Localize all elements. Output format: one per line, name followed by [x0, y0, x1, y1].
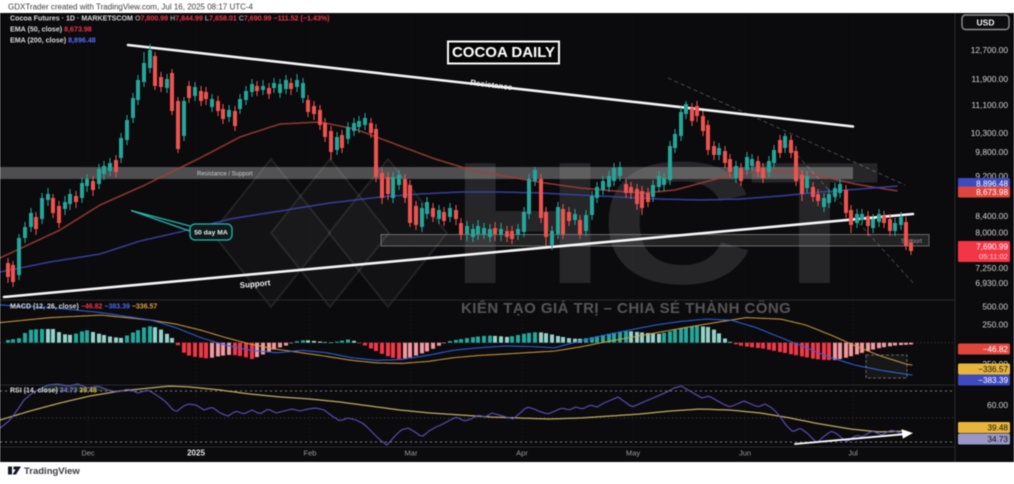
svg-text:May: May — [626, 449, 640, 458]
svg-text:9,200.00: 9,200.00 — [975, 171, 1008, 181]
svg-text:Support: Support — [239, 278, 271, 290]
svg-text:Apr: Apr — [516, 449, 528, 458]
svg-text:7,250.00: 7,250.00 — [975, 263, 1008, 273]
svg-text:34.73: 34.73 — [988, 435, 1009, 444]
svg-text:9,800.00: 9,800.00 — [975, 147, 1008, 157]
svg-text:8,896.48: 8,896.48 — [976, 180, 1008, 189]
svg-text:11,100.00: 11,100.00 — [971, 100, 1008, 110]
svg-text:Feb: Feb — [304, 449, 317, 458]
svg-text:250.00: 250.00 — [982, 320, 1008, 330]
svg-text:USD: USD — [977, 18, 995, 28]
svg-text:Dec: Dec — [81, 449, 95, 458]
svg-text:GDXTrader created with Trading: GDXTrader created with TradingView.com, … — [8, 3, 254, 12]
svg-text:05:11:02: 05:11:02 — [979, 252, 1008, 261]
svg-text:EMA (50, close) 8,673.98: EMA (50, close) 8,673.98 — [10, 26, 92, 34]
svg-text:8,000.00: 8,000.00 — [975, 228, 1008, 238]
svg-text:8,400.00: 8,400.00 — [975, 211, 1008, 221]
svg-text:500.00: 500.00 — [982, 302, 1008, 312]
svg-text:KIẾN TẠO GIÁ TRỊ – CHIA SẺ THÀ: KIẾN TẠO GIÁ TRỊ – CHIA SẺ THÀNH CÔNG — [461, 299, 791, 317]
svg-text:Jul: Jul — [848, 449, 858, 458]
svg-text:Jun: Jun — [739, 449, 751, 458]
svg-text:10,300.00: 10,300.00 — [971, 128, 1009, 138]
svg-text:Support: Support — [901, 239, 922, 245]
svg-text:Cocoa Futures · 1D · MARKETSCO: Cocoa Futures · 1D · MARKETSCOM O7,800.9… — [10, 15, 330, 23]
svg-text:RSI (14, close) 34.73 39.48: RSI (14, close) 34.73 39.48 — [10, 388, 97, 395]
svg-text:50 day MA: 50 day MA — [194, 230, 228, 237]
svg-text:EMA (200, close) 8,896.48: EMA (200, close) 8,896.48 — [10, 37, 96, 45]
svg-text:−46.82: −46.82 — [983, 345, 1009, 354]
svg-text:COCOA DAILY: COCOA DAILY — [452, 44, 555, 61]
svg-text:−383.39: −383.39 — [978, 376, 1008, 385]
svg-text:−336.57: −336.57 — [978, 365, 1008, 374]
svg-text:TradingView: TradingView — [24, 466, 80, 477]
svg-text:Mar: Mar — [405, 449, 418, 458]
svg-text:2025: 2025 — [187, 449, 205, 458]
svg-text:Resistance / Support: Resistance / Support — [197, 172, 253, 178]
svg-text:11,900.00: 11,900.00 — [971, 74, 1008, 84]
svg-text:39.48: 39.48 — [988, 424, 1009, 433]
svg-text:60.00: 60.00 — [987, 400, 1008, 410]
svg-text:7,690.99: 7,690.99 — [976, 243, 1008, 252]
svg-text:MACD (12, 26, close) −46.82 −3: MACD (12, 26, close) −46.82 −383.39 −336… — [10, 304, 157, 311]
svg-text:12,700.00: 12,700.00 — [971, 45, 1009, 55]
svg-text:6,930.00: 6,930.00 — [975, 278, 1008, 288]
svg-text:8,673.98: 8,673.98 — [976, 188, 1008, 197]
